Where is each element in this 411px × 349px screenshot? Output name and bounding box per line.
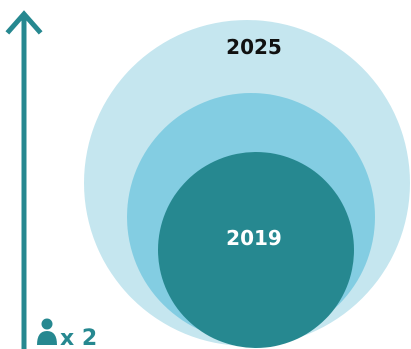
label-2019: 2019	[226, 226, 282, 250]
arrow-head	[5, 10, 43, 35]
person-icon-head	[41, 318, 53, 330]
multiplier-label: x 2	[60, 326, 97, 349]
person-icon-body	[37, 331, 57, 345]
circle-2019	[158, 152, 354, 348]
person-icon	[37, 318, 57, 345]
label-2025: 2025	[226, 35, 282, 59]
arrow-up-icon	[5, 10, 43, 349]
